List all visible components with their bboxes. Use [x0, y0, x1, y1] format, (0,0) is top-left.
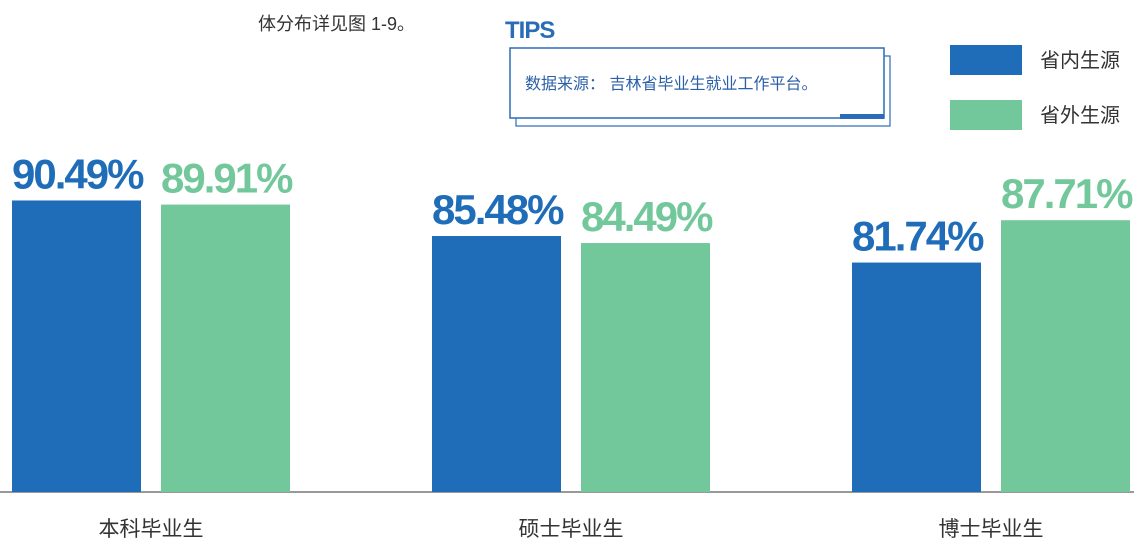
x-tick-label: 硕士毕业生	[519, 518, 624, 541]
legend-label: 省内生源	[1040, 49, 1120, 72]
legend-label: 省外生源	[1040, 104, 1120, 127]
intro-text: 体分布详见图 1-9。	[258, 14, 415, 34]
tips-accent	[840, 114, 884, 119]
bar	[581, 243, 710, 492]
legend-swatch	[950, 45, 1022, 75]
value-label: 89.91%	[161, 155, 293, 202]
x-tick-label: 博士毕业生	[939, 518, 1044, 541]
legend-swatch	[950, 100, 1022, 130]
tips-label: TIPS	[505, 17, 555, 44]
bar	[12, 200, 141, 492]
bar	[432, 236, 561, 492]
x-tick-label: 本科毕业生	[99, 518, 204, 541]
value-label: 85.48%	[432, 186, 564, 233]
bar	[852, 262, 981, 492]
value-label: 90.49%	[12, 150, 144, 197]
value-label: 84.49%	[581, 193, 713, 240]
tips-box	[509, 47, 885, 119]
bar	[1001, 220, 1130, 492]
tips-text: 数据来源： 吉林省毕业生就业工作平台。	[525, 75, 817, 93]
value-label: 81.74%	[852, 213, 984, 260]
bar	[161, 204, 290, 492]
value-label: 87.71%	[1001, 170, 1133, 217]
